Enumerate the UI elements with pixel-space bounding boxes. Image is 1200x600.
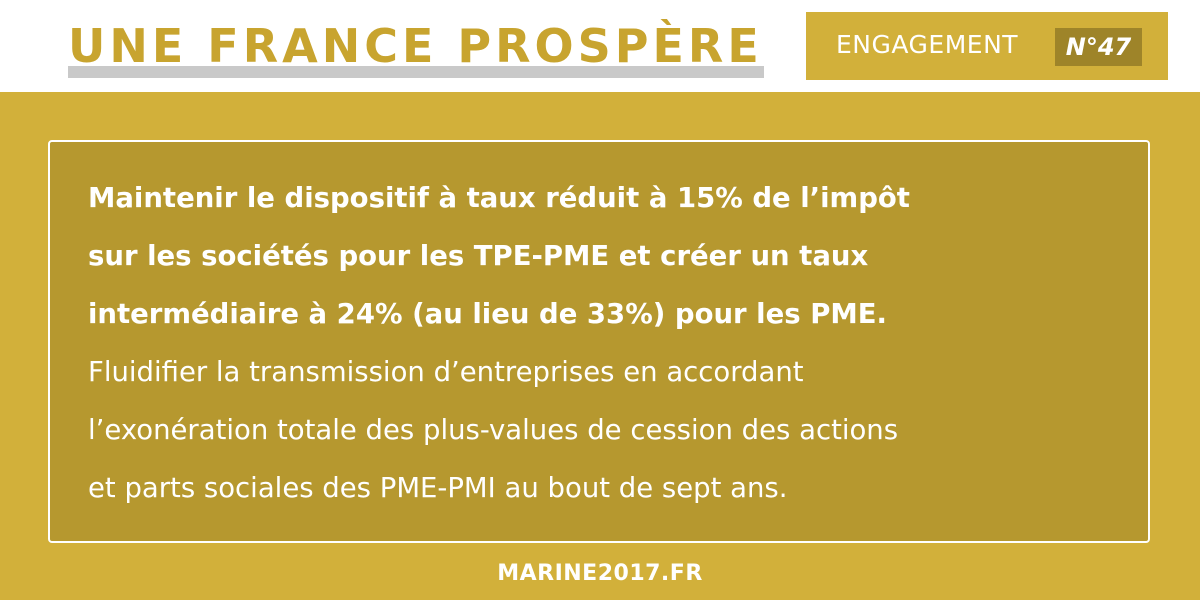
header: UNE FRANCE PROSPÈRE ENGAGEMENT N°47 xyxy=(0,0,1200,92)
title-area: UNE FRANCE PROSPÈRE xyxy=(68,18,764,80)
pledge-bold-line: intermédiaire à 24% (au lieu de 33%) pou… xyxy=(88,298,887,330)
pledge-text: Maintenir le dispositif à taux réduit à … xyxy=(88,169,1128,517)
pledge-bold-line: sur les sociétés pour les TPE-PME et cré… xyxy=(88,240,869,272)
main-panel: Maintenir le dispositif à taux réduit à … xyxy=(0,92,1200,600)
engagement-label: ENGAGEMENT xyxy=(836,30,1019,59)
title-underline xyxy=(68,66,764,78)
pledge-bold-line: Maintenir le dispositif à taux réduit à … xyxy=(88,182,910,214)
page-title: UNE FRANCE PROSPÈRE xyxy=(68,19,763,73)
pledge-line: et parts sociales des PME-PMI au bout de… xyxy=(88,472,788,504)
pledge-line: Fluidifier la transmission d’entreprises… xyxy=(88,356,804,388)
footer-url: MARINE2017.FR xyxy=(497,561,703,586)
pledge-line: l’exonération totale des plus-values de … xyxy=(88,414,899,446)
content-box: Maintenir le dispositif à taux réduit à … xyxy=(48,140,1150,543)
engagement-badge: ENGAGEMENT N°47 xyxy=(806,12,1168,80)
engagement-number: N°47 xyxy=(1055,28,1142,66)
